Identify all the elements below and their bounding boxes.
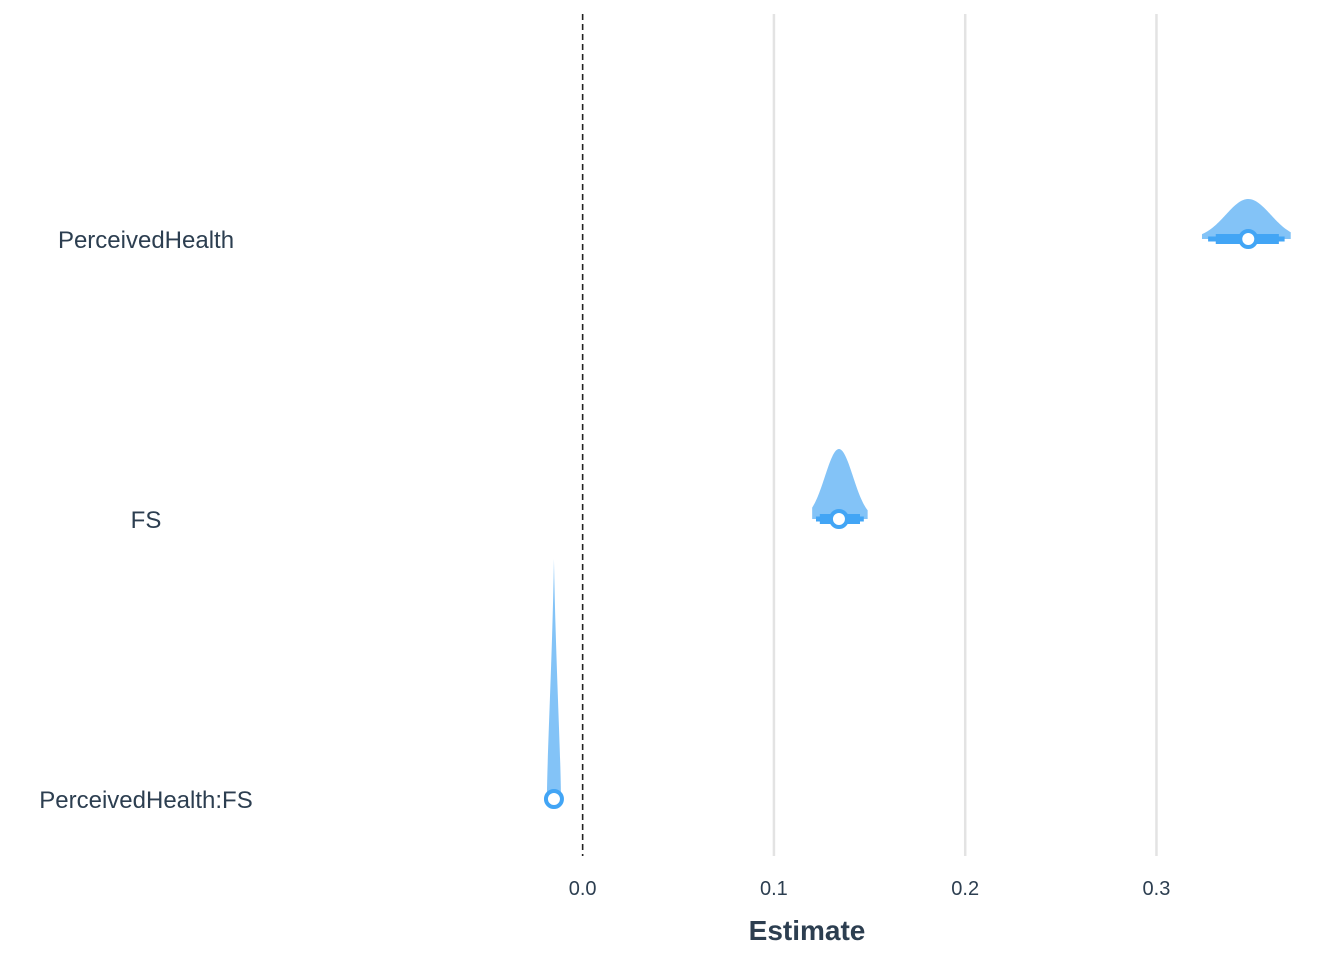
x-tick-label: 0.0 bbox=[569, 878, 597, 900]
density-shape bbox=[812, 449, 868, 519]
x-tick-label: 0.2 bbox=[951, 878, 979, 900]
x-tick-label: 0.1 bbox=[760, 878, 788, 900]
term-mark-2 bbox=[543, 559, 564, 809]
grid-lines bbox=[772, 14, 1158, 856]
term-mark-1 bbox=[812, 449, 868, 529]
point-estimate bbox=[1238, 229, 1259, 249]
point-estimate bbox=[828, 509, 849, 529]
y-label: PerceivedHealth bbox=[58, 227, 234, 254]
density-shape bbox=[1201, 199, 1291, 239]
x-axis-tick-labels: 0.0 0.1 0.2 0.3 bbox=[569, 878, 1171, 900]
y-label: FS bbox=[131, 507, 162, 534]
x-tick-label: 0.3 bbox=[1143, 878, 1171, 900]
y-axis-labels: PerceivedHealth FS PerceivedHealth:FS bbox=[39, 227, 252, 814]
x-axis-title: Estimate bbox=[749, 915, 866, 946]
estimate-marks bbox=[543, 199, 1291, 809]
y-label: PerceivedHealth:FS bbox=[39, 787, 252, 814]
density-shape bbox=[546, 559, 561, 799]
term-mark-0 bbox=[1201, 199, 1291, 249]
point-estimate bbox=[543, 789, 564, 809]
